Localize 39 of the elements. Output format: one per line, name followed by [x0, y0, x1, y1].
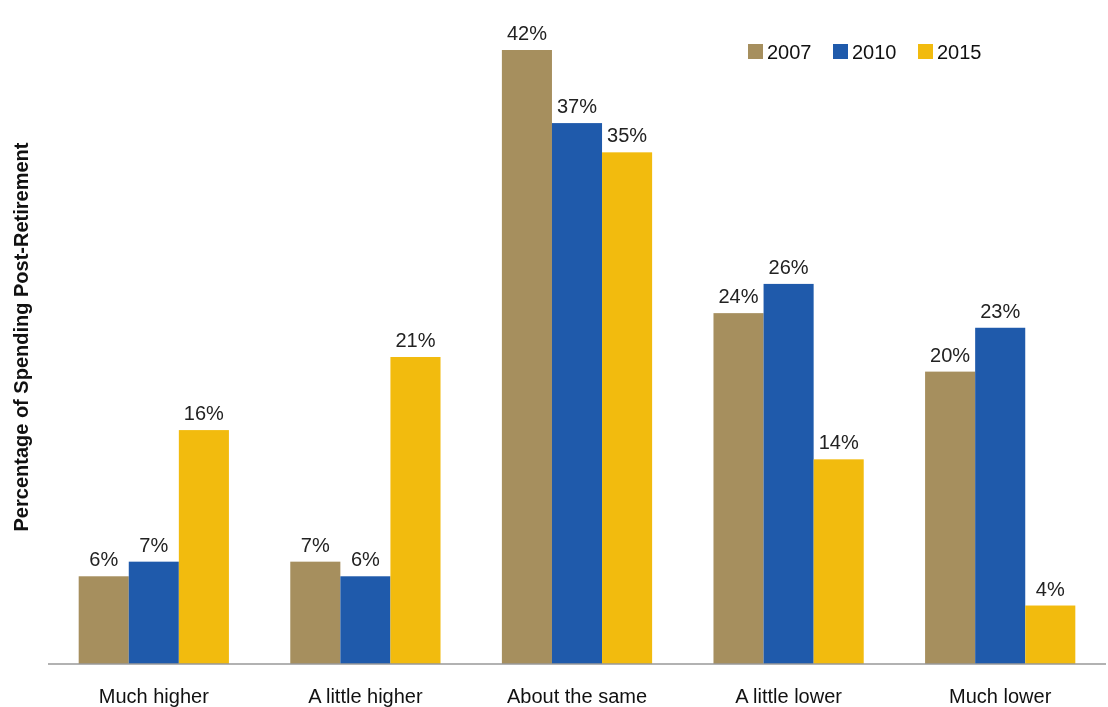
bar [551, 123, 603, 664]
bar [813, 459, 864, 664]
data-label: 6% [89, 548, 119, 571]
data-label: 14% [818, 431, 859, 454]
data-label: 42% [506, 22, 548, 44]
data-label: 20% [930, 343, 971, 366]
x-tick-label: A little lower [735, 685, 843, 707]
legend-label: 2015 [937, 41, 982, 63]
data-label: 35% [607, 124, 648, 147]
data-label: 7% [139, 533, 169, 556]
y-axis-title: Percentage of Spending Post-Retirement [10, 142, 32, 532]
legend-label: 2007 [767, 41, 812, 63]
bar [763, 283, 814, 664]
bar [178, 430, 229, 664]
data-label: 7% [300, 533, 330, 556]
x-tick-label: Much higher [98, 685, 210, 707]
data-label: 24% [718, 285, 759, 308]
legend-label: 2010 [852, 41, 897, 63]
bar [975, 327, 1026, 664]
data-label: 21% [395, 329, 436, 351]
data-label: 6% [350, 548, 381, 571]
bar [925, 371, 976, 664]
bar [1025, 605, 1076, 664]
bar [501, 50, 552, 664]
bar [78, 576, 129, 664]
x-tick-label: About the same [506, 685, 648, 707]
data-label: 37% [556, 95, 598, 118]
bar [128, 561, 179, 664]
x-tick-label: Much lower [949, 685, 1052, 707]
bar [340, 576, 391, 664]
bar [290, 561, 341, 664]
bar [602, 152, 653, 664]
data-label: 16% [183, 402, 225, 425]
data-label: 23% [980, 299, 1021, 322]
data-label: 26% [768, 255, 809, 278]
bar [713, 313, 764, 664]
bar [390, 357, 441, 664]
x-tick-label: A little higher [308, 685, 423, 707]
data-label: 4% [1035, 577, 1065, 600]
